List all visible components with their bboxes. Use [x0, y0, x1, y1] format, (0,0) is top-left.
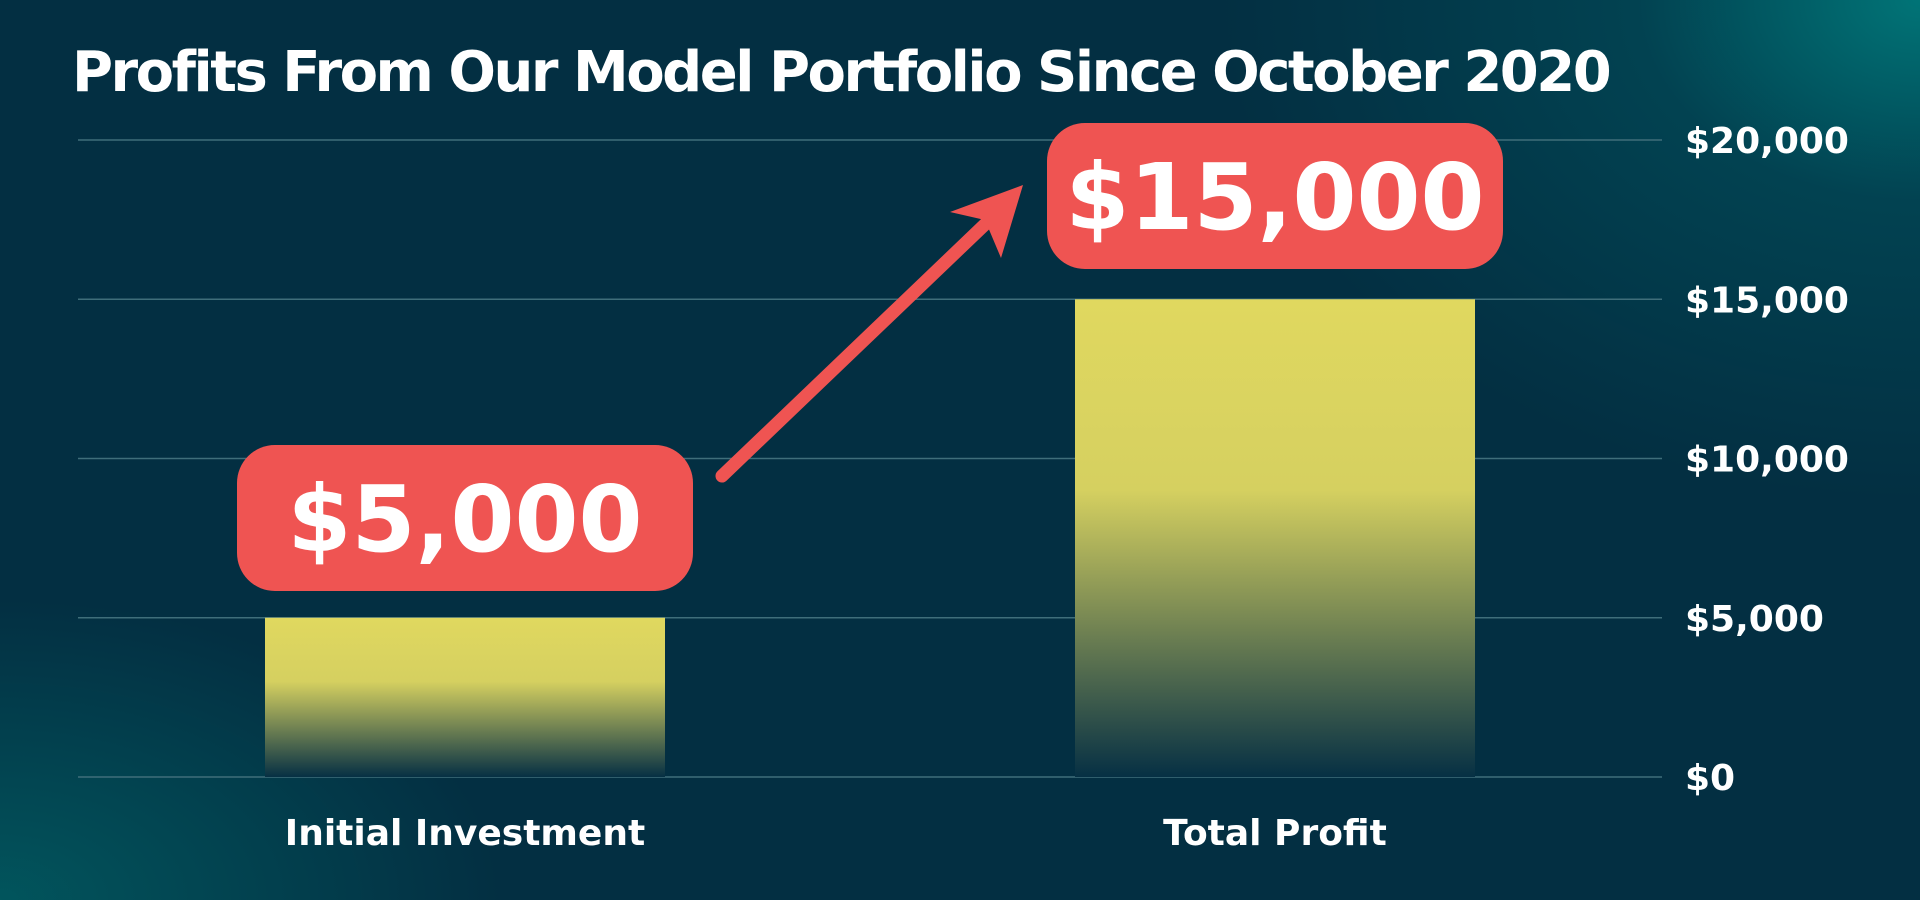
chart-title: Profits From Our Model Portfolio Since O… [72, 40, 1612, 105]
y-tick-label: $5,000 [1685, 599, 1824, 640]
x-axis-categories: Initial Investment Total Profit [285, 813, 1387, 854]
data-label-callout: $15,000 [1047, 123, 1503, 269]
arrow-shaft [715, 203, 1007, 483]
callout-box [237, 445, 693, 591]
x-category-label: Initial Investment [285, 813, 645, 854]
bar [265, 617, 665, 777]
y-tick-label: $10,000 [1685, 440, 1849, 481]
y-tick-label: $0 [1685, 758, 1735, 799]
data-label-callouts: $5,000 $15,000 [237, 123, 1503, 591]
callout-box [1047, 123, 1503, 269]
y-tick-label: $20,000 [1685, 121, 1849, 162]
bars [265, 299, 1475, 777]
data-label: $5,000 [287, 466, 642, 573]
arrow-head-icon [950, 185, 1023, 258]
y-tick-label: $15,000 [1685, 280, 1849, 321]
data-label: $15,000 [1065, 144, 1484, 251]
y-axis-ticks: $0 $5,000 $10,000 $15,000 $20,000 [1685, 121, 1849, 799]
x-category-label: Total Profit [1163, 813, 1387, 854]
data-label-callout: $5,000 [237, 445, 693, 591]
growth-arrow [715, 185, 1023, 483]
bar [1075, 299, 1475, 777]
